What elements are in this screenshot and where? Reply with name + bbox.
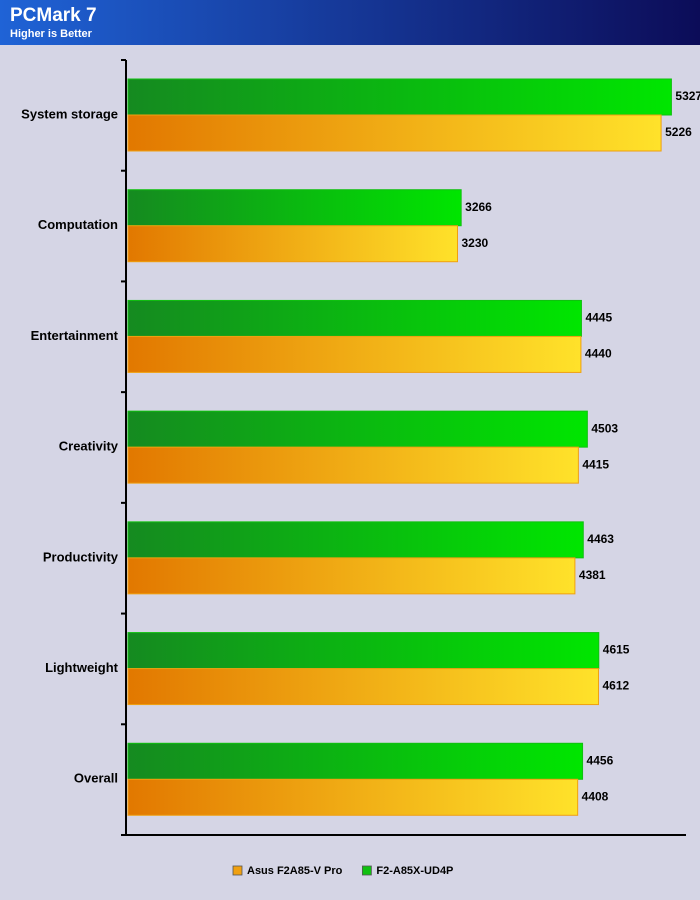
bar <box>127 335 582 373</box>
bar <box>127 410 588 448</box>
category-label: System storage <box>21 106 118 121</box>
bar <box>127 114 662 152</box>
value-label: 5327 <box>675 89 700 103</box>
value-label: 5226 <box>665 125 692 139</box>
legend-label: F2-A85X-UD4P <box>376 865 453 877</box>
value-label: 3266 <box>465 200 492 214</box>
category-label: Productivity <box>43 549 119 564</box>
bar <box>127 557 576 595</box>
bar <box>127 446 579 484</box>
bar <box>127 521 584 559</box>
category-label: Entertainment <box>31 328 119 343</box>
bar <box>127 632 600 670</box>
bar <box>127 742 584 780</box>
value-label: 4408 <box>582 789 609 803</box>
bar <box>127 78 672 116</box>
bar <box>127 778 579 816</box>
category-label: Creativity <box>59 439 119 454</box>
value-label: 4445 <box>585 311 612 325</box>
bar <box>127 668 599 706</box>
chart-title: PCMark 7 <box>10 5 97 26</box>
bar <box>127 189 462 227</box>
value-label: 4415 <box>582 457 609 471</box>
value-label: 3230 <box>461 236 488 250</box>
value-label: 4456 <box>587 753 614 767</box>
value-label: 4503 <box>591 421 618 435</box>
value-label: 4612 <box>602 679 629 693</box>
header <box>0 0 700 45</box>
legend-swatch <box>232 865 243 876</box>
category-label: Overall <box>74 771 118 786</box>
legend-swatch <box>361 865 372 876</box>
category-label: Lightweight <box>45 660 119 675</box>
chart-subtitle: Higher is Better <box>10 28 93 40</box>
legend-label: Asus F2A85-V Pro <box>247 865 343 877</box>
value-label: 4440 <box>585 347 612 361</box>
value-label: 4463 <box>587 532 614 546</box>
value-label: 4615 <box>603 643 630 657</box>
category-label: Computation <box>38 217 118 232</box>
bar <box>127 225 458 263</box>
value-label: 4381 <box>579 568 606 582</box>
bar <box>127 299 582 337</box>
